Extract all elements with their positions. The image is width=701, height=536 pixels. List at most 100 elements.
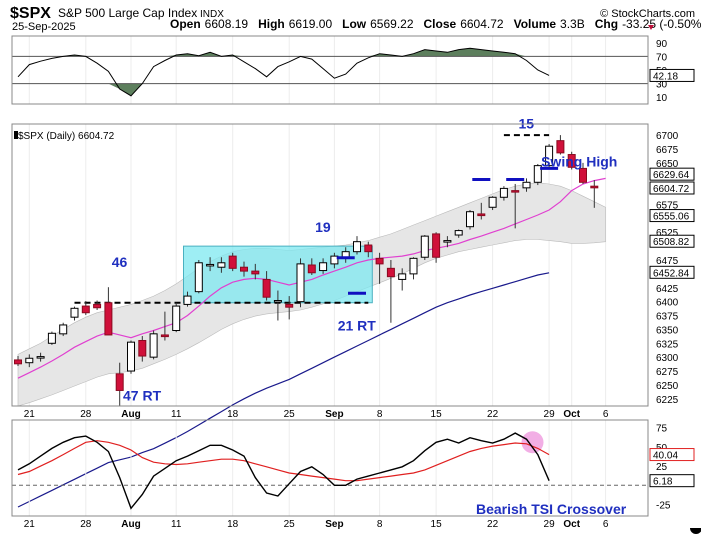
ohlc-label: High: [258, 17, 285, 31]
x-tick-label: 18: [227, 409, 239, 420]
candle-body: [228, 255, 237, 269]
settings-gear-icon[interactable]: [690, 528, 701, 534]
y-tick-label: 90: [656, 39, 668, 50]
price-x-axis: 21 28 Aug 11 18 25 Sep 8 15 22 29 Oct 6: [24, 409, 609, 420]
candle-body: [307, 264, 316, 274]
candle-body: [36, 356, 45, 359]
candle-body: [149, 333, 158, 358]
candle-body: [172, 305, 181, 332]
y-tick-label: 6300: [656, 353, 679, 364]
exchange-label: INDX: [200, 9, 224, 20]
ohlc-value: -33.25 (-0.50%): [622, 17, 701, 31]
x-tick-label: 15: [431, 519, 443, 530]
x-tick-label: 22: [487, 409, 499, 420]
candle-body: [567, 154, 576, 168]
value-tag: 6452.84: [653, 268, 690, 279]
y-tick-label: 6250: [656, 381, 679, 392]
x-tick-label: 8: [377, 519, 383, 530]
price-panel: $SPX (Daily) 6604.72 46 47 RT 19 21 RT 15 Swin…: [11, 115, 695, 508]
value-tag: 6604.72: [653, 184, 690, 195]
x-tick-label: 21: [24, 519, 36, 530]
x-tick-label: Sep: [325, 409, 343, 420]
candle-body: [59, 324, 68, 335]
candle-body: [217, 262, 226, 268]
tsi-line: [17, 432, 550, 510]
x-tick-label: 29: [544, 519, 556, 530]
x-tick-label: Sep: [325, 519, 343, 530]
candle-body: [590, 185, 599, 189]
candle-body: [364, 244, 373, 253]
y-tick-label: 6375: [656, 312, 679, 323]
candle-body: [115, 373, 124, 391]
candle-body: [443, 240, 452, 243]
candle-body: [545, 145, 554, 167]
candle-body: [319, 262, 328, 272]
y-tick-label: 6325: [656, 339, 679, 350]
ohlc-label: Low: [342, 17, 367, 31]
y-tick-label: 6400: [656, 298, 679, 309]
x-tick-label: 28: [80, 409, 92, 420]
annotation-label: Swing High: [541, 154, 617, 170]
ohlc-value: 6569.22: [370, 17, 414, 31]
candle-body: [285, 303, 294, 308]
panel-frame: [11, 123, 649, 407]
candle-body: [454, 230, 463, 236]
x-tick-label: 15: [431, 409, 443, 420]
value-tag: 40.04: [653, 451, 678, 462]
candle-body: [206, 263, 215, 267]
x-tick-label: 25: [284, 519, 296, 530]
candle-body: [70, 307, 79, 318]
x-tick-label: Oct: [563, 409, 580, 420]
y-tick-label: 6425: [656, 284, 679, 295]
ohlc-value: 6608.19: [205, 17, 249, 31]
candle-body: [556, 140, 565, 154]
ohlc-value: 3.3B: [560, 17, 585, 31]
y-tick-label: 6275: [656, 367, 679, 378]
legend-swatch-icon: [14, 131, 18, 139]
candle-body: [511, 190, 520, 193]
ohlc-readout: Open 6608.19 High 6619.00 Low 6569.22 Close 660…: [170, 17, 701, 31]
value-tag-box: [649, 448, 695, 462]
value-tag-box: [649, 234, 695, 248]
value-tag: 6.18: [653, 477, 673, 488]
candle-body: [522, 181, 531, 189]
x-tick-label: 21: [24, 409, 36, 420]
y-tick-label: 30: [656, 80, 668, 91]
candle-body: [398, 273, 407, 280]
x-tick-label: 11: [171, 409, 182, 420]
candle-body: [14, 359, 22, 365]
symbol-title: $SPX: [10, 5, 51, 22]
candle-body: [160, 334, 169, 338]
candle-body: [375, 257, 384, 265]
y-tick-label: 6675: [656, 145, 679, 156]
x-tick-label: 25: [284, 409, 296, 420]
ohlc-label: Open: [170, 17, 201, 31]
change-down-arrow-icon: [648, 25, 654, 30]
y-tick-label: 6575: [656, 200, 679, 211]
chart-date: 25-Sep-2025: [12, 21, 76, 33]
x-tick-label: 22: [487, 519, 499, 530]
value-tag-box: [649, 167, 695, 181]
candle-body: [25, 357, 34, 364]
x-tick-label: 28: [80, 519, 92, 530]
candle-body: [432, 233, 441, 258]
candle-body: [262, 278, 271, 298]
oversold-fill: [18, 83, 550, 96]
candle-body: [488, 196, 497, 208]
value-tag: 6508.82: [653, 237, 690, 248]
x-tick-label: 18: [227, 519, 239, 530]
candle-body: [104, 302, 113, 336]
candle-body: [81, 305, 90, 314]
annotation-label: 15: [519, 115, 535, 131]
y-tick-label: 6225: [656, 395, 679, 406]
candle-body: [251, 270, 260, 275]
y-tick-label: 6650: [656, 159, 679, 170]
value-tag: 6555.06: [653, 212, 690, 223]
candle-body: [499, 187, 508, 198]
annotation-label: 46: [112, 254, 128, 270]
value-tag-box: [649, 474, 695, 488]
x-tick-label: Oct: [563, 519, 580, 530]
candle-body: [330, 255, 339, 265]
candle-body: [579, 167, 587, 183]
